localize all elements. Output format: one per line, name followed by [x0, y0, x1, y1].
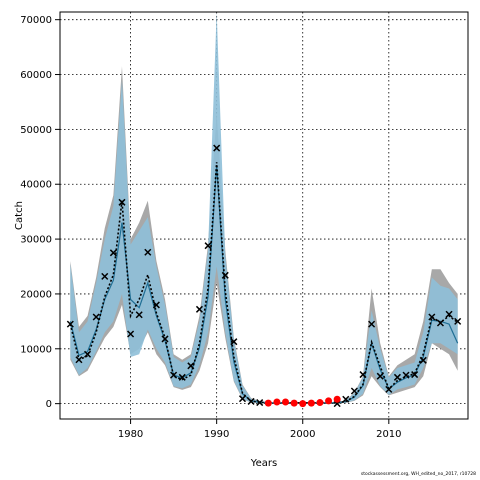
observed-catch-marker — [66, 320, 74, 328]
observed-catch-marker — [368, 320, 376, 328]
y-tick-label: 0 — [46, 399, 52, 410]
uncertainty-bands — [70, 12, 458, 404]
y-tick-label: 10000 — [20, 344, 52, 355]
data-markers — [66, 144, 462, 408]
plot-frame — [59, 11, 469, 420]
observed-catch-marker — [92, 313, 100, 321]
highlight-catch-point — [307, 399, 315, 407]
observed-catch-marker — [385, 385, 393, 393]
observed-catch-marker — [454, 317, 462, 325]
observed-catch-marker — [247, 397, 255, 405]
observed-catch-marker — [445, 310, 453, 318]
footer-note: stockassessment.org, WH_edited_no_2017, … — [360, 472, 476, 477]
observed-catch-marker — [230, 338, 238, 346]
y-axis-title: Catch — [14, 201, 25, 230]
highlight-catch-point — [316, 399, 324, 407]
highlight-catch-point — [290, 399, 298, 407]
x-tick-label: 1980 — [118, 429, 143, 440]
observed-catch-marker — [170, 371, 178, 379]
observed-catch-marker — [161, 335, 169, 343]
observed-catch-marker — [118, 198, 126, 206]
observed-catch-marker — [411, 371, 419, 379]
observed-catch-marker — [187, 362, 195, 370]
observed-catch-marker — [101, 272, 109, 280]
inner-confidence-band — [70, 12, 458, 404]
observed-catch-marker — [342, 395, 350, 403]
highlight-catch-point — [264, 399, 272, 407]
observed-catch-marker — [256, 399, 264, 407]
observed-catch-marker — [376, 372, 384, 380]
observed-catch-marker — [127, 330, 135, 338]
series-lines — [69, 162, 459, 404]
x-axis-title: Years — [250, 458, 277, 469]
observed-catch-marker — [84, 350, 92, 358]
median-line — [69, 164, 459, 404]
x-tick-label: 2010 — [376, 429, 401, 440]
y-tick-label: 20000 — [20, 289, 52, 300]
observed-catch-marker — [436, 319, 444, 327]
observed-catch-marker — [152, 301, 160, 309]
y-tick-label: 40000 — [20, 180, 52, 191]
observed-catch-marker — [204, 242, 212, 250]
observed-catch-marker — [393, 373, 401, 381]
y-tick-label: 60000 — [20, 70, 52, 81]
highlight-catch-point — [325, 397, 333, 405]
observed-catch-marker — [213, 144, 221, 152]
observed-catch-marker — [238, 395, 247, 403]
observed-catch-marker — [419, 356, 427, 364]
y-tick-label: 70000 — [20, 15, 52, 26]
highlight-catch-point — [299, 400, 307, 408]
observed-catch-marker — [178, 373, 186, 381]
x-tick-label: 1990 — [204, 429, 229, 440]
y-tick-label: 30000 — [20, 235, 52, 246]
observed-catch-marker — [195, 305, 203, 313]
y-tick-label: 50000 — [20, 125, 52, 136]
observed-catch-marker — [359, 371, 367, 379]
observed-catch-marker — [144, 248, 152, 256]
highlight-catch-point — [273, 398, 281, 406]
observed-catch-marker — [221, 271, 229, 279]
highlight-catch-point — [333, 395, 341, 403]
observed-catch-marker — [402, 371, 410, 379]
observed-catch-marker — [109, 249, 117, 257]
observed-catch-marker — [428, 313, 436, 321]
observed-catch-marker — [350, 387, 358, 395]
observed-catch-marker — [135, 311, 143, 319]
highlight-catch-point — [282, 398, 290, 406]
observed-catch-marker — [75, 356, 83, 364]
axis-ticks: 1980 1990 2000 2010 0 10000 20000 30000 40000 500… — [20, 15, 401, 440]
x-tick-label: 2000 — [290, 429, 315, 440]
